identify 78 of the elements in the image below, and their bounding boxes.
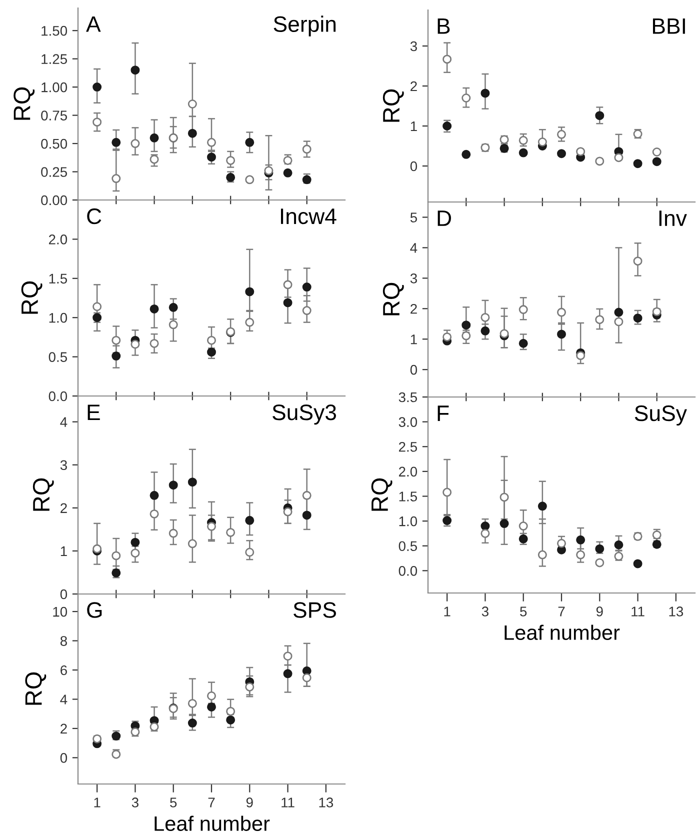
x-tick-label: 13: [319, 798, 334, 808]
y-tick-label: 1.5: [399, 492, 418, 502]
y-tick-label: 3: [410, 41, 417, 52]
x-tick-label: 5: [520, 606, 527, 616]
y-tick-label: 0.5: [398, 541, 418, 552]
y-tick-label: 3: [60, 460, 67, 470]
y-tick-label: 3.5: [398, 392, 418, 402]
x-tick-label: 3: [132, 798, 138, 808]
x-tick-label: 3: [482, 606, 488, 616]
y-tick-label: 0.0: [398, 566, 418, 576]
y-tick-label: 3.0: [398, 417, 418, 427]
y-tick-label: 4: [410, 243, 418, 253]
y-tick-label: 4: [60, 417, 68, 427]
y-tick-label: 1: [60, 546, 67, 556]
y-tick-label: 2.0: [398, 466, 418, 477]
x-tick-label: 5: [170, 798, 177, 808]
x-axis-title: Leaf number: [154, 816, 270, 831]
y-tick-label: 1.0: [49, 312, 68, 323]
chart-title: SPS: [294, 602, 336, 618]
y-tick-label: 1.50: [42, 26, 68, 36]
x-tick-label: 1: [444, 606, 450, 616]
y-tick-label: 0.5: [48, 352, 68, 362]
annotation: F: [438, 406, 449, 421]
y-axis-title: RQ: [25, 672, 46, 705]
y-axis-title: RQ: [32, 478, 54, 511]
y-tick-label: 0: [60, 753, 68, 763]
y-tick-label: 0: [410, 364, 418, 375]
y-tick-label: 3: [410, 274, 417, 284]
chart-title: SuSy3: [272, 404, 336, 425]
y-tick-label: 4: [60, 694, 68, 704]
annotation: C: [87, 208, 102, 224]
y-tick-label: 2: [60, 724, 67, 734]
y-tick-label: 5: [410, 212, 417, 222]
y-tick-label: 1: [410, 121, 417, 132]
x-tick-label: 11: [282, 798, 294, 808]
y-tick-label: 0: [410, 161, 418, 172]
x-tick-label: 9: [246, 798, 253, 808]
chart-title: Incw4: [280, 208, 336, 224]
y-tick-label: 0.75: [41, 110, 68, 120]
y-tick-label: 1.5: [49, 274, 68, 284]
x-tick-label: 9: [596, 606, 603, 616]
y-tick-label: 2: [410, 81, 417, 92]
x-tick-label: 11: [632, 606, 644, 616]
y-axis-title: RQ: [371, 478, 392, 511]
y-axis-title: RQ: [21, 281, 42, 314]
x-tick-label: 7: [558, 606, 565, 616]
y-tick-label: 2: [410, 304, 417, 314]
y-tick-label: 2: [60, 503, 67, 513]
y-tick-label: 2.0: [48, 234, 68, 244]
annotation: A: [86, 16, 101, 32]
y-tick-label: 6: [60, 665, 67, 676]
y-axis-title: RQ: [382, 282, 404, 316]
y-tick-label: 2.5: [398, 442, 418, 452]
x-tick-label: 1: [94, 798, 100, 808]
x-tick-label: 13: [669, 606, 684, 616]
y-tick-label: 8: [60, 636, 67, 646]
y-tick-label: 0.0: [48, 391, 68, 402]
chart-title: Inv: [659, 210, 687, 226]
chart-title: Serpin: [274, 16, 336, 36]
y-tick-label: 0.00: [41, 195, 68, 206]
annotation: B: [438, 18, 450, 34]
y-tick-label: 1: [410, 334, 417, 344]
x-tick-label: 7: [208, 798, 215, 808]
y-tick-label: 1.0: [399, 516, 418, 526]
annotation: G: [87, 602, 102, 618]
annotation: D: [438, 210, 451, 226]
y-tick-label: 10: [53, 606, 68, 617]
y-axis-title: RQ: [382, 89, 404, 122]
y-tick-label: 0.25: [41, 167, 68, 177]
chart-title: SuSy: [634, 405, 687, 426]
x-axis-title: Leaf number: [504, 624, 620, 640]
y-tick-label: 0.50: [41, 138, 68, 149]
y-axis-title: RQ: [14, 87, 35, 120]
annotation: E: [88, 404, 100, 420]
chart-title: BBI: [652, 18, 685, 34]
y-tick-label: 0: [60, 589, 68, 600]
y-tick-label: 1.25: [42, 54, 68, 64]
y-tick-label: 1.00: [42, 82, 68, 92]
